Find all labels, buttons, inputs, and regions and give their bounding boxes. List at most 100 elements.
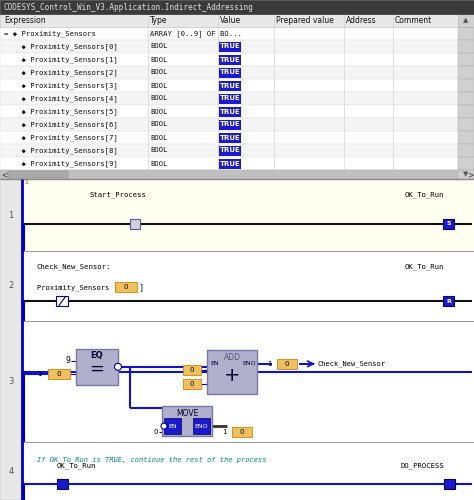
Bar <box>57 479 68 489</box>
Bar <box>183 365 201 375</box>
Text: ENO: ENO <box>195 424 208 428</box>
Text: TRUE: TRUE <box>219 108 240 114</box>
Text: 0: 0 <box>285 361 289 367</box>
Bar <box>193 418 210 434</box>
Text: EN: EN <box>210 362 219 366</box>
Text: <: < <box>1 170 7 179</box>
Text: OK_To_Run: OK_To_Run <box>405 263 444 270</box>
Text: >: > <box>467 170 473 179</box>
Text: R: R <box>446 299 451 304</box>
Text: ◆ Proximity_Sensors[2]: ◆ Proximity_Sensors[2] <box>4 69 118 76</box>
Text: BOOL: BOOL <box>150 44 167 50</box>
Text: If OK_To_Run is TRUE, continue the rest of the process: If OK_To_Run is TRUE, continue the rest … <box>37 456 266 463</box>
Text: = ◆ Proximity_Sensors: = ◆ Proximity_Sensors <box>4 30 96 37</box>
Text: ▲: ▲ <box>463 18 469 24</box>
Bar <box>458 92 474 105</box>
Bar <box>207 350 257 394</box>
Bar <box>164 418 181 434</box>
Text: 3: 3 <box>9 377 14 386</box>
Text: DO_PROCESS: DO_PROCESS <box>400 462 444 468</box>
Text: OK_To_Run: OK_To_Run <box>405 192 444 198</box>
Text: 1: 1 <box>267 361 272 367</box>
Bar <box>277 359 297 369</box>
Text: ◆ Proximity_Sensors[9]: ◆ Proximity_Sensors[9] <box>4 160 118 167</box>
Text: 2: 2 <box>9 282 14 290</box>
Text: ◆ Proximity_Sensors[5]: ◆ Proximity_Sensors[5] <box>4 108 118 115</box>
Bar <box>443 296 454 306</box>
Text: EN: EN <box>168 424 177 428</box>
Text: TRUE: TRUE <box>219 70 240 75</box>
Text: ◆ Proximity_Sensors[6]: ◆ Proximity_Sensors[6] <box>4 121 118 128</box>
Bar <box>0 157 458 170</box>
Text: TRUE: TRUE <box>219 148 240 154</box>
Bar <box>443 218 454 228</box>
Text: TRUE: TRUE <box>219 134 240 140</box>
Text: Proximity_Sensors [i: Proximity_Sensors [i <box>37 284 122 291</box>
Text: BOOL: BOOL <box>150 82 167 88</box>
Bar <box>219 158 241 168</box>
Text: 0: 0 <box>190 367 194 373</box>
Text: 0: 0 <box>240 429 244 435</box>
Text: ◆ Proximity_Sensors[4]: ◆ Proximity_Sensors[4] <box>4 95 118 102</box>
Text: BOOL: BOOL <box>150 70 167 75</box>
Text: BOOL: BOOL <box>150 134 167 140</box>
Text: ▼: ▼ <box>463 172 469 177</box>
Text: ARRAY [0..9] OF BO...: ARRAY [0..9] OF BO... <box>150 30 242 37</box>
Text: TRUE: TRUE <box>219 82 240 88</box>
Bar <box>219 120 241 130</box>
Bar <box>0 92 458 105</box>
Bar <box>0 105 458 118</box>
Bar <box>0 79 458 92</box>
Text: MOVE: MOVE <box>176 408 198 418</box>
Text: 1: 1 <box>197 367 201 373</box>
Text: 1: 1 <box>9 210 14 220</box>
Bar <box>458 27 474 40</box>
Text: BOOL: BOOL <box>150 148 167 154</box>
Text: BOOL: BOOL <box>150 96 167 102</box>
Bar <box>0 40 458 53</box>
Text: Check_New_Sensor: Check_New_Sensor <box>318 360 386 367</box>
Bar <box>219 132 241 142</box>
Text: ◆ Proximity_Sensors[1]: ◆ Proximity_Sensors[1] <box>4 56 118 63</box>
Text: 4: 4 <box>9 466 14 475</box>
Text: Start_Process: Start_Process <box>90 192 147 198</box>
Text: ENO: ENO <box>242 362 256 366</box>
Text: 0: 0 <box>154 429 158 435</box>
Text: 1: 1 <box>222 429 227 435</box>
Bar <box>22 442 474 500</box>
Text: Value: Value <box>220 16 241 25</box>
Text: 1: 1 <box>24 180 28 186</box>
Text: TRUE: TRUE <box>219 96 240 102</box>
Text: OK_To_Run: OK_To_Run <box>57 462 96 468</box>
Circle shape <box>115 364 121 370</box>
Bar <box>0 179 22 500</box>
Bar <box>458 40 474 53</box>
Text: 0: 0 <box>57 371 61 377</box>
Text: Check_New_Sensor:: Check_New_Sensor: <box>37 263 111 270</box>
Text: Type: Type <box>150 16 167 25</box>
Text: Comment: Comment <box>395 16 432 25</box>
Text: CODESYS_Control_Win_V3.Application.Indirect_Addressing: CODESYS_Control_Win_V3.Application.Indir… <box>4 2 254 12</box>
Bar <box>219 42 241 51</box>
Text: ◆ Proximity_Sensors[3]: ◆ Proximity_Sensors[3] <box>4 82 118 89</box>
Bar <box>183 379 201 389</box>
Bar <box>0 53 458 66</box>
Text: TRUE: TRUE <box>219 160 240 166</box>
Text: =: = <box>90 360 104 378</box>
Text: ◆ Proximity_Sensors[8]: ◆ Proximity_Sensors[8] <box>4 147 118 154</box>
Text: BOOL: BOOL <box>150 108 167 114</box>
Bar <box>76 349 118 385</box>
Bar <box>0 0 474 14</box>
Bar <box>219 94 241 104</box>
Text: ◆ Proximity_Sensors[0]: ◆ Proximity_Sensors[0] <box>4 43 118 50</box>
Bar <box>458 14 474 27</box>
Bar <box>0 14 474 27</box>
Bar <box>56 296 68 306</box>
Bar <box>444 479 455 489</box>
Text: Prepared value: Prepared value <box>276 16 334 25</box>
Text: 0: 0 <box>124 284 128 290</box>
Bar <box>0 118 458 131</box>
Text: TRUE: TRUE <box>219 122 240 128</box>
Text: 9: 9 <box>65 356 70 366</box>
Bar <box>22 179 474 251</box>
